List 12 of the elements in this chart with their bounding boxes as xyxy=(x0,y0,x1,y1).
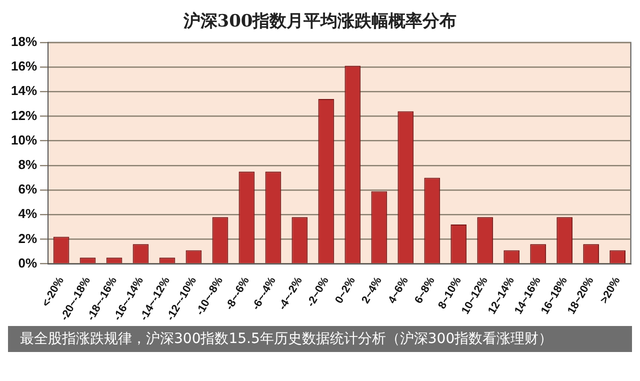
chart-title: 沪深300指数月平均涨跌幅概率分布 xyxy=(182,12,457,32)
y-tick-label: 4% xyxy=(18,206,38,222)
y-tick-label: 14% xyxy=(10,83,38,98)
text: 最全股指涨跌规律，沪深300指数15.5年历史数据统计分析（沪深300指数看涨理财） xyxy=(8,326,632,352)
y-tick-label: 16% xyxy=(10,58,38,74)
y-tick-label: 8% xyxy=(18,156,38,172)
y-tick-label: 2% xyxy=(18,230,38,246)
y-tick-label: 0% xyxy=(18,255,38,270)
y-tick-label: 6% xyxy=(18,182,38,197)
y-tick-label: 12% xyxy=(10,108,38,123)
y-tick-label: 10% xyxy=(10,132,38,148)
y-tick-label: 18% xyxy=(10,34,38,49)
